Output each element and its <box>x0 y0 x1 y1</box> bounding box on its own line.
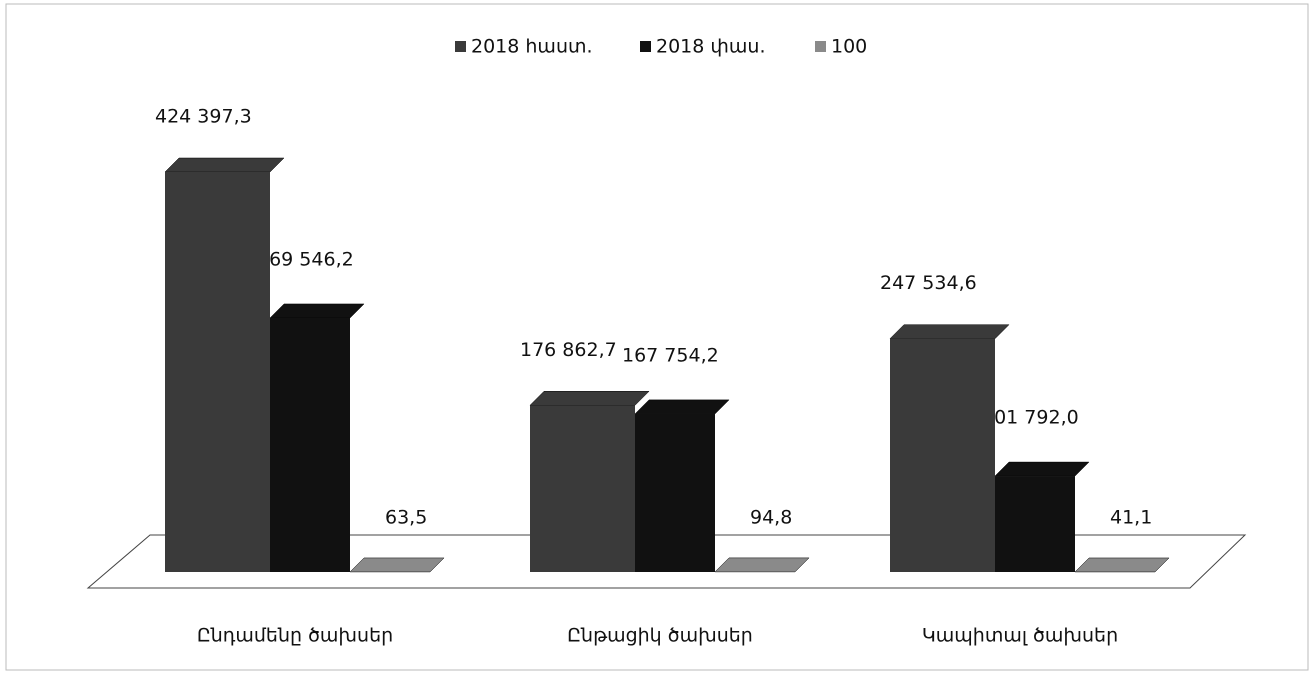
legend-swatch <box>815 41 826 52</box>
bar-face <box>889 324 1010 339</box>
floor <box>86 534 1247 589</box>
legend-swatch <box>455 41 466 52</box>
x-tick-label: Ընդամենը ծախսեր <box>197 625 393 647</box>
value-label: 424 397,3 <box>155 106 252 128</box>
value-label: 167 754,2 <box>622 344 719 366</box>
value-label: 176 862,7 <box>520 339 617 361</box>
chart-border <box>5 3 1309 671</box>
bar-face <box>269 303 365 319</box>
x-tick-label: Կապիտալ ծախսեր <box>922 625 1118 647</box>
bar-face <box>530 405 635 572</box>
legend-label: 100 <box>831 36 867 58</box>
legend-label: 2018 փաս. <box>656 36 765 58</box>
bar-face <box>994 461 1090 477</box>
value-label: 94,8 <box>750 507 792 529</box>
value-label: 41,1 <box>1110 507 1152 529</box>
bar <box>164 157 285 572</box>
bar <box>714 557 810 573</box>
bar <box>349 557 445 573</box>
bar-face <box>270 317 350 572</box>
legend-swatch <box>640 41 651 52</box>
bar-face <box>890 338 995 572</box>
value-label: 247 534,6 <box>880 272 977 294</box>
bar-face <box>164 157 285 173</box>
x-tick-label: Ընթացիկ ծախսեր <box>567 625 753 647</box>
bar <box>889 324 1010 572</box>
bar <box>634 399 730 572</box>
value-label: 101 792,0 <box>982 407 1079 429</box>
value-label: 63,5 <box>385 507 427 529</box>
bar <box>269 303 365 572</box>
bar-face <box>714 557 810 573</box>
bar-face <box>529 391 650 406</box>
bar-face <box>995 476 1075 572</box>
bar-face <box>635 413 715 572</box>
bar <box>529 391 650 572</box>
legend-label: 2018 հաստ. <box>471 36 593 58</box>
bar <box>1074 557 1170 573</box>
bar-face <box>165 172 270 572</box>
value-label: 269 546,2 <box>257 248 354 270</box>
bar-face <box>349 557 445 573</box>
bar-face <box>1074 557 1170 573</box>
bar-face <box>634 399 730 415</box>
bar <box>994 461 1090 572</box>
